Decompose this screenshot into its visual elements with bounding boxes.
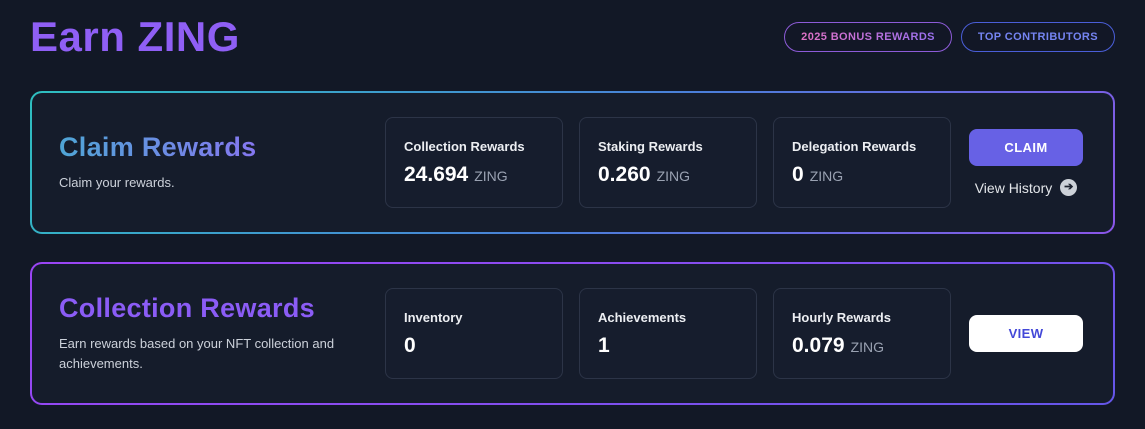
- stat-label: Collection Rewards: [404, 138, 525, 154]
- stat-unit: ZING: [809, 167, 844, 184]
- view-history-link[interactable]: View History ➔: [975, 179, 1078, 196]
- collection-actions: VIEW: [969, 315, 1083, 352]
- claim-rewards-card: Claim Rewards Claim your rewards. Collec…: [32, 93, 1113, 232]
- arrow-right-icon: ➔: [1060, 179, 1078, 196]
- stat-label: Inventory: [404, 309, 463, 325]
- stat-label: Staking Rewards: [598, 138, 703, 154]
- stat-value: 0: [792, 162, 804, 186]
- claim-actions: CLAIM View History ➔: [969, 129, 1083, 196]
- bonus-rewards-label: 2025 BONUS REWARDS: [801, 31, 935, 43]
- collection-rewards-subtitle: Earn rewards based on your NFT collectio…: [59, 335, 335, 371]
- delegation-rewards-stat: Delegation Rewards 0 ZING: [773, 117, 951, 208]
- inventory-stat: Inventory 0: [385, 288, 563, 379]
- top-contributors-label: TOP CONTRIBUTORS: [977, 31, 1098, 43]
- page-header: Earn ZING 2025 BONUS REWARDS TOP CONTRIB…: [0, 0, 1145, 62]
- stat-label: Delegation Rewards: [792, 138, 917, 154]
- claim-rewards-title: Claim Rewards: [59, 131, 257, 162]
- collection-rewards-card: Collection Rewards Earn rewards based on…: [32, 264, 1113, 403]
- stat-value: 0.079: [792, 333, 845, 357]
- stat-value: 24.694: [404, 162, 469, 186]
- stat-value: 0.260: [598, 162, 651, 186]
- claim-rewards-card-border: Claim Rewards Claim your rewards. Collec…: [30, 91, 1115, 234]
- collection-rewards-info: Collection Rewards Earn rewards based on…: [59, 293, 369, 374]
- view-history-label: View History: [974, 179, 1053, 196]
- bonus-rewards-button[interactable]: 2025 BONUS REWARDS: [784, 22, 952, 52]
- achievements-stat: Achievements 1: [579, 288, 757, 379]
- view-button[interactable]: VIEW: [969, 315, 1083, 352]
- claim-rewards-info: Claim Rewards Claim your rewards.: [59, 132, 369, 193]
- stat-label: Achievements: [598, 309, 687, 325]
- stat-unit: ZING: [850, 338, 885, 355]
- stat-value: 1: [598, 333, 610, 357]
- collection-rewards-title: Collection Rewards: [59, 292, 315, 323]
- stat-unit: ZING: [474, 167, 508, 184]
- hourly-rewards-stat: Hourly Rewards 0.079 ZING: [773, 288, 951, 379]
- stat-label: Hourly Rewards: [792, 309, 891, 325]
- header-buttons: 2025 BONUS REWARDS TOP CONTRIBUTORS: [784, 22, 1115, 52]
- collection-rewards-stat: Collection Rewards 24.694 ZING: [385, 117, 563, 208]
- page-title: Earn ZING: [30, 13, 240, 60]
- staking-rewards-stat: Staking Rewards 0.260 ZING: [579, 117, 757, 208]
- stat-unit: ZING: [656, 167, 691, 184]
- stat-value: 0: [404, 333, 416, 357]
- claim-button[interactable]: CLAIM: [969, 129, 1083, 166]
- claim-rewards-subtitle: Claim your rewards.: [59, 174, 175, 190]
- collection-rewards-card-border: Collection Rewards Earn rewards based on…: [30, 262, 1115, 405]
- top-contributors-button[interactable]: TOP CONTRIBUTORS: [960, 22, 1115, 52]
